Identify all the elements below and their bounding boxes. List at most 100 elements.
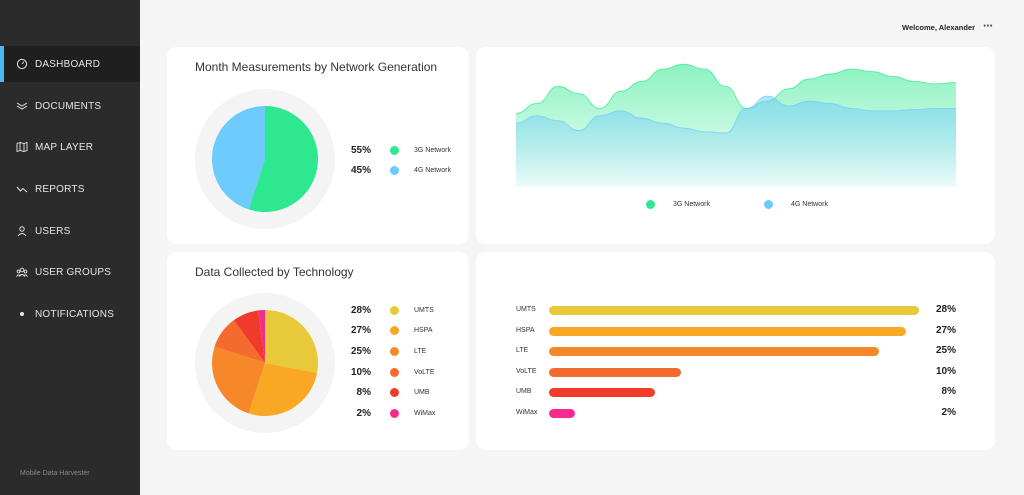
legend-pct: 27% [350,324,371,336]
dot-icon [16,308,28,320]
legend-pct: 45% [350,164,371,176]
bar-row-volte: VoLTE 10% [516,366,956,378]
legend-row-hspa: 27% HSPA [347,323,433,337]
bar-row-hspa: HSPA 27% [516,325,956,337]
legend-dot [390,305,399,315]
pie-slice-3g-network [248,106,318,212]
line-3g-network [516,63,956,114]
bar-label: VoLTE [516,368,537,375]
technology-bars-card: UMTS 28% HSPA 27% LTE 25% VoLTE 10% UMB … [476,252,995,450]
app-name: Mobile Data Harvester [20,470,90,477]
legend-pct: 25% [350,345,371,357]
sidebar-item-reports[interactable]: REPORTS [0,171,140,207]
legend-pct: 28% [350,304,371,316]
more-menu-icon[interactable]: ⋯ [983,21,994,32]
pie-slice-umb [233,310,265,363]
sidebar-item-notifications[interactable]: NOTIFICATIONS [0,296,140,332]
sidebar-item-label: DOCUMENTS [35,100,102,112]
legend-row-umb: 8% UMB [347,385,430,399]
legend-pct: 55% [350,144,371,156]
bar-label: UMTS [516,306,536,313]
bar-row-wimax: WiMax 2% [516,407,956,419]
area-legend-3g: 3G Network [646,200,710,209]
bar-umb [549,388,655,397]
sidebar-item-user-groups[interactable]: USER GROUPS [0,254,140,290]
bar-value: 28% [935,304,956,315]
sidebar-item-documents[interactable]: DOCUMENTS [0,88,140,124]
network-pie-chart [195,89,335,229]
legend-name: 3G Network [673,201,710,208]
sidebar-item-label: USER GROUPS [35,266,112,278]
legend-dot [390,367,399,377]
legend-name: 4G Network [791,201,828,208]
legend-dot [764,200,773,209]
welcome-text: Welcome, Alexander [902,22,975,32]
legend-dot [390,408,399,418]
bar-label: LTE [516,347,529,354]
legend-dot [646,200,655,209]
users-icon [16,266,28,278]
bar-lte [549,347,880,356]
area-legend-4g: 4G Network [764,200,828,209]
bar-label: HSPA [516,327,535,334]
bar-value: 8% [941,386,956,397]
legend-name: VoLTE [414,368,435,376]
area-4g-network [516,96,956,187]
bar-value: 2% [941,407,956,418]
trend-icon [16,183,28,195]
line-4g-network [516,95,956,134]
bar-value: 25% [935,345,956,356]
bar-row-umb: UMB 8% [516,386,956,398]
legend-name: WiMax [414,409,436,417]
technology-pie-svg [212,310,318,416]
legend-name: 4G Network [414,166,451,174]
topbar: Welcome, Alexander ⋯ [902,22,994,32]
sidebar-item-label: USERS [35,225,71,237]
user-icon [16,225,28,237]
legend-dot [390,165,399,175]
pie-slice-volte [214,320,265,363]
sidebar-item-label: NOTIFICATIONS [35,308,115,320]
legend-pct: 2% [356,407,371,419]
pie-slice-lte [212,346,265,414]
bar-value: 10% [935,366,956,377]
bar-value: 27% [935,325,956,336]
legend-name: HSPA [414,326,433,334]
legend-row-3g: 55% 3G Network [347,143,451,157]
bar-label: WiMax [516,409,538,416]
bar-wimax [549,409,576,418]
card-title: Data Collected by Technology [195,265,354,279]
bar-label: UMB [516,388,532,395]
network-area-chart [516,63,956,187]
map-icon [16,141,28,153]
bar-volte [549,368,682,377]
legend-name: 3G Network [414,146,451,154]
pie-slice-hspa [248,363,318,416]
sidebar-item-label: DASHBOARD [35,58,101,70]
bar-umts [549,306,919,315]
bar-row-lte: LTE 25% [516,345,956,357]
pie-slice-umts [265,310,318,373]
network-pie-svg [211,106,318,212]
pie-slice-wimax [258,310,265,363]
legend-name: UMB [414,388,430,396]
pie-slice-4g-network [211,106,265,210]
legend-dot [390,325,399,335]
legend-row-wimax: 2% WiMax [347,406,436,420]
bar-hspa [549,327,906,336]
sidebar: DASHBOARD DOCUMENTS MAP LAYER REPORTS US… [0,0,140,495]
card-title: Month Measurements by Network Generation [195,60,438,74]
sidebar-item-dashboard[interactable]: DASHBOARD [0,46,140,82]
sidebar-item-label: MAP LAYER [35,141,94,153]
sidebar-item-users[interactable]: USERS [0,213,140,249]
bar-row-umts: UMTS 28% [516,304,956,316]
technology-card: Data Collected by Technology 28% UMTS 27… [167,252,469,450]
legend-row-4g: 45% 4G Network [347,163,451,177]
sidebar-item-map-layer[interactable]: MAP LAYER [0,129,140,165]
legend-dot [390,145,399,155]
legend-pct: 8% [356,386,371,398]
legend-row-volte: 10% VoLTE [347,365,435,379]
sidebar-item-label: REPORTS [35,183,85,195]
technology-pie-chart [195,293,335,433]
gauge-icon [16,58,28,70]
